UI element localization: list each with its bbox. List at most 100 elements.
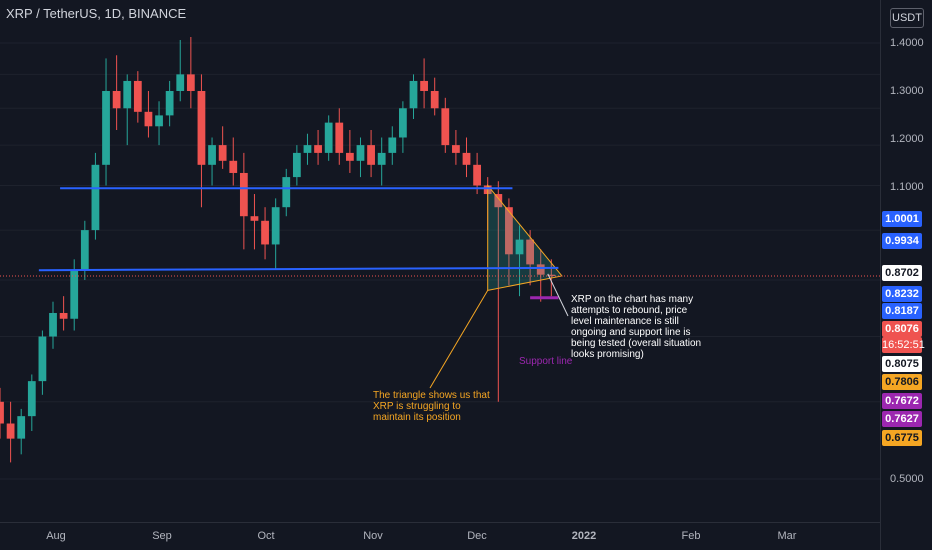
candle bbox=[473, 152, 481, 195]
candle bbox=[324, 115, 333, 161]
candle-body bbox=[155, 115, 163, 127]
candle bbox=[218, 126, 227, 169]
candle bbox=[441, 97, 450, 153]
time-tick: Mar bbox=[777, 530, 797, 542]
candle bbox=[399, 101, 407, 153]
candle bbox=[303, 133, 312, 165]
candle-body bbox=[441, 108, 450, 146]
candle-body bbox=[303, 145, 312, 153]
price-tag-lower-1: 0.8232 bbox=[882, 286, 922, 302]
candle-body bbox=[80, 230, 89, 270]
candle bbox=[102, 58, 110, 186]
candle bbox=[367, 129, 375, 178]
candle-body bbox=[292, 152, 301, 178]
candle-body bbox=[144, 111, 153, 127]
candle bbox=[282, 168, 291, 217]
candle bbox=[155, 101, 163, 146]
candle-body bbox=[59, 312, 68, 319]
triangle-annotation[interactable]: The triangle shows us that XRP is strugg… bbox=[373, 390, 490, 423]
time-tick: Nov bbox=[363, 530, 383, 542]
price-tick: 0.5000 bbox=[890, 473, 924, 485]
quote-currency-button[interactable]: USDT bbox=[890, 8, 924, 28]
candle bbox=[38, 330, 47, 395]
candle-body bbox=[38, 336, 47, 382]
candle bbox=[123, 74, 132, 146]
price-tick: 1.1000 bbox=[890, 181, 924, 193]
candle-body bbox=[420, 80, 428, 91]
candle-body bbox=[399, 108, 407, 138]
price-tag-upper-2: 0.9934 bbox=[882, 233, 922, 249]
candle-body bbox=[345, 152, 354, 161]
candle-body bbox=[536, 264, 545, 275]
candle-body bbox=[197, 90, 206, 165]
price-tag-white: 0.8702 bbox=[882, 265, 922, 281]
lower-trendline[interactable] bbox=[38, 266, 559, 272]
candle bbox=[409, 74, 418, 119]
candle-body bbox=[6, 423, 15, 439]
candle-body bbox=[367, 145, 375, 165]
candle-body bbox=[282, 177, 291, 208]
candle-body bbox=[377, 152, 386, 165]
candle bbox=[165, 80, 174, 127]
price-tick: 1.2000 bbox=[890, 133, 924, 145]
candle-body bbox=[314, 145, 322, 153]
candle bbox=[261, 207, 269, 260]
candle-body bbox=[165, 90, 174, 116]
support-line-label[interactable]: Support line bbox=[519, 356, 573, 367]
candle-body bbox=[229, 160, 238, 173]
candle bbox=[462, 137, 471, 178]
candle-body bbox=[133, 80, 142, 112]
candle-body bbox=[409, 80, 418, 109]
candle-body bbox=[208, 145, 216, 165]
time-tick: Oct bbox=[257, 530, 275, 542]
candle-body bbox=[17, 416, 26, 439]
candle bbox=[176, 39, 185, 102]
candle bbox=[0, 387, 4, 439]
time-tick: Feb bbox=[681, 530, 701, 542]
candle-body bbox=[49, 312, 57, 337]
candle bbox=[229, 137, 238, 186]
chart-grid bbox=[0, 42, 880, 480]
candle bbox=[239, 152, 248, 250]
candle bbox=[186, 36, 195, 109]
candle bbox=[17, 408, 26, 455]
candle bbox=[133, 71, 142, 123]
candle bbox=[420, 58, 428, 109]
rebound-annotation[interactable]: XRP on the chart has many attempts to re… bbox=[571, 294, 702, 360]
candle-body bbox=[452, 145, 460, 153]
candle-body bbox=[335, 122, 344, 153]
candle bbox=[6, 401, 15, 463]
current-price-tag: 0.8076 bbox=[882, 321, 922, 337]
candle bbox=[91, 152, 100, 240]
price-tag-support-2: 0.7627 bbox=[882, 411, 922, 427]
price-tag-triangle: 0.7806 bbox=[882, 374, 922, 390]
candle-body bbox=[218, 145, 227, 161]
candle-body bbox=[356, 145, 365, 161]
candle bbox=[197, 74, 206, 208]
candle-body bbox=[462, 152, 471, 165]
candle-body bbox=[515, 239, 524, 255]
countdown-tag: 16:52:51 bbox=[882, 337, 925, 353]
time-tick: 2022 bbox=[571, 530, 597, 542]
candle-body bbox=[112, 90, 121, 109]
candle-body bbox=[430, 90, 439, 109]
candle bbox=[494, 181, 503, 402]
candle-body bbox=[123, 80, 132, 109]
time-tick: Dec bbox=[467, 530, 487, 542]
triangle-drawing[interactable] bbox=[487, 184, 563, 291]
price-tag-support-1: 0.7672 bbox=[882, 393, 922, 409]
price-tag-white-2: 0.8075 bbox=[882, 356, 922, 372]
candle bbox=[59, 296, 68, 331]
candle bbox=[345, 129, 354, 173]
candle-body bbox=[388, 137, 397, 153]
price-axis-separator bbox=[880, 0, 881, 550]
price-tag-upper-1: 1.0001 bbox=[882, 211, 922, 227]
triangle-note-arrow bbox=[429, 290, 489, 389]
candle bbox=[271, 198, 280, 270]
candle-body bbox=[494, 194, 503, 208]
candle-body bbox=[0, 401, 4, 424]
candle bbox=[335, 108, 344, 165]
candle bbox=[250, 194, 259, 250]
symbol-title[interactable]: XRP / TetherUS, 1D, BINANCE bbox=[6, 6, 187, 21]
